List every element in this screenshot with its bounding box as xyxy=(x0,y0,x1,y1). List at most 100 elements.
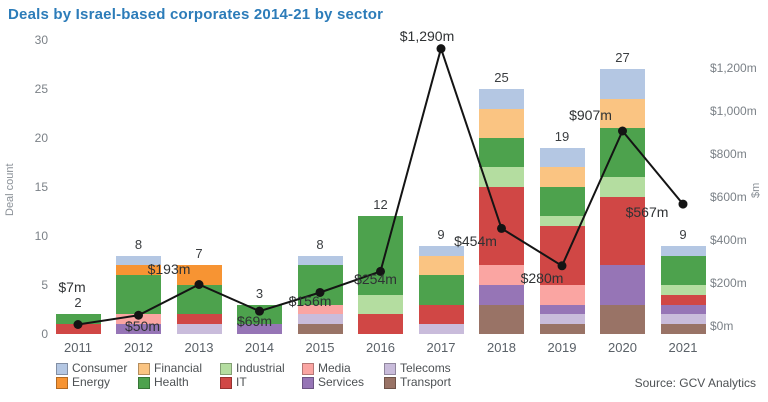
legend-swatch-telecoms xyxy=(384,362,396,375)
x-axis-label: 2019 xyxy=(547,340,577,355)
x-axis-label: 2014 xyxy=(245,340,274,355)
bar-segment-2017-health[interactable] xyxy=(418,275,464,305)
right-axis-tick: $800m xyxy=(710,147,747,161)
legend-column: Industrial IT xyxy=(220,362,302,389)
deal-value-label: $567m xyxy=(625,204,669,221)
legend-item-it[interactable]: IT xyxy=(220,376,302,389)
right-axis-tick: $1,200m xyxy=(710,61,757,75)
bar-segment-2021-it[interactable] xyxy=(660,294,706,305)
legend-label: Financial xyxy=(154,361,203,375)
legend-item-industrial[interactable]: Industrial xyxy=(220,362,302,375)
bar-total-label: 9 xyxy=(679,226,687,242)
bar-segment-2015-consumer[interactable] xyxy=(297,255,343,266)
deal-value-label: $69m xyxy=(236,313,273,330)
bar-segment-2021-health[interactable] xyxy=(660,255,706,285)
bar-segment-2018-industrial[interactable] xyxy=(479,167,524,187)
deal-value-label: $50m xyxy=(124,318,161,335)
deal-value-label: $280m xyxy=(520,269,564,286)
deal-value-label: $254m xyxy=(354,271,397,288)
x-axis-label: 2016 xyxy=(366,340,395,355)
bar-segment-2012-health[interactable] xyxy=(116,275,161,315)
legend-label: Health xyxy=(154,375,189,389)
legend-swatch-health xyxy=(138,376,150,389)
legend-column: Consumer Energy xyxy=(56,362,138,389)
left-axis-tick: 25 xyxy=(34,82,48,96)
bar-segment-2021-transport[interactable] xyxy=(660,324,706,334)
left-axis-tick: 20 xyxy=(34,131,48,145)
left-axis-tick: 30 xyxy=(34,33,48,47)
bar-segment-2011-it[interactable] xyxy=(55,324,101,334)
bar-segment-2020-industrial[interactable] xyxy=(600,177,645,197)
right-axis-tick: $0m xyxy=(710,319,734,333)
bar-segment-2015-transport[interactable] xyxy=(297,324,343,334)
bar-segment-2019-consumer[interactable] xyxy=(539,147,585,168)
right-axis-tick: $1,000m xyxy=(710,104,757,118)
legend-swatch-transport xyxy=(384,376,396,389)
bar-segment-2015-telecoms[interactable] xyxy=(297,314,343,325)
legend-item-health[interactable]: Health xyxy=(138,376,220,389)
legend-label: Energy xyxy=(72,375,111,389)
bar-segment-2020-consumer[interactable] xyxy=(600,69,645,99)
bar-segment-2020-transport[interactable] xyxy=(600,304,645,334)
bar-segment-2021-services[interactable] xyxy=(660,304,706,315)
left-axis-tick: 0 xyxy=(41,327,48,341)
bar-segment-2013-health[interactable] xyxy=(176,285,222,315)
bar-segment-2018-health[interactable] xyxy=(479,138,524,168)
bar-segment-2018-consumer[interactable] xyxy=(479,89,524,109)
bar-segment-2019-media[interactable] xyxy=(539,285,585,305)
legend-swatch-services xyxy=(302,376,314,389)
bar-segment-2018-services[interactable] xyxy=(479,285,524,305)
bar-segment-2019-services[interactable] xyxy=(539,304,585,315)
deal-value-label: $907m xyxy=(569,106,612,123)
x-axis-label: 2020 xyxy=(608,340,637,355)
bar-segment-2019-transport[interactable] xyxy=(539,324,585,334)
bar-segment-2017-financial[interactable] xyxy=(418,255,464,276)
legend-label: Media xyxy=(318,361,351,375)
bar-segment-2013-telecoms[interactable] xyxy=(176,324,222,334)
bar-segment-2021-consumer[interactable] xyxy=(660,245,706,256)
bar-segment-2017-telecoms[interactable] xyxy=(418,324,464,334)
bar-total-label: 19 xyxy=(554,128,570,144)
legend-label: Transport xyxy=(400,375,451,389)
legend-item-transport[interactable]: Transport xyxy=(384,376,466,389)
bar-segment-2018-financial[interactable] xyxy=(479,108,524,138)
bar-segment-2016-it[interactable] xyxy=(358,314,403,334)
bar-total-label: 7 xyxy=(195,246,203,262)
deal-value-label: $193m xyxy=(147,260,191,277)
bar-segment-2018-it[interactable] xyxy=(479,187,524,266)
legend-swatch-financial xyxy=(138,362,150,375)
bar-segment-2020-services[interactable] xyxy=(600,265,645,305)
legend-label: Industrial xyxy=(236,361,285,375)
bar-segment-2020-health[interactable] xyxy=(600,128,645,178)
legend-item-telecoms[interactable]: Telecoms xyxy=(384,362,466,375)
bar-segment-2019-telecoms[interactable] xyxy=(539,314,585,325)
deal-value-point-2017[interactable] xyxy=(436,44,446,54)
chart-title: Deals by Israel-based corporates 2014-21… xyxy=(8,6,384,23)
bar-segment-2021-telecoms[interactable] xyxy=(660,314,706,325)
legend: Consumer Energy Financial Health Industrial I… xyxy=(56,362,466,389)
bar-segment-2019-financial[interactable] xyxy=(539,167,585,187)
bar-segment-2018-transport[interactable] xyxy=(479,304,524,334)
right-axis-tick: $400m xyxy=(710,233,747,247)
bar-segment-2021-industrial[interactable] xyxy=(660,285,706,295)
right-axis-tick: $600m xyxy=(710,190,747,204)
legend-label: IT xyxy=(236,375,247,389)
x-axis-label: 2011 xyxy=(64,340,92,355)
bar-segment-2012-services[interactable] xyxy=(116,324,161,334)
legend-item-financial[interactable]: Financial xyxy=(138,362,220,375)
bar-segment-2016-industrial[interactable] xyxy=(358,294,403,315)
bar-total-label: 8 xyxy=(134,236,143,252)
bar-segment-2019-industrial[interactable] xyxy=(539,216,585,227)
legend-item-consumer[interactable]: Consumer xyxy=(56,362,138,375)
legend-item-energy[interactable]: Energy xyxy=(56,376,138,389)
legend-swatch-it xyxy=(220,376,232,389)
bar-segment-2017-it[interactable] xyxy=(418,304,464,325)
legend-item-media[interactable]: Media xyxy=(302,362,384,375)
legend-label: Services xyxy=(318,375,365,389)
bar-segment-2019-health[interactable] xyxy=(539,187,585,217)
legend-item-services[interactable]: Services xyxy=(302,376,384,389)
legend-column: Financial Health xyxy=(138,362,220,389)
bar-segment-2014-services[interactable] xyxy=(237,324,282,334)
left-axis-tick: 15 xyxy=(34,180,48,194)
